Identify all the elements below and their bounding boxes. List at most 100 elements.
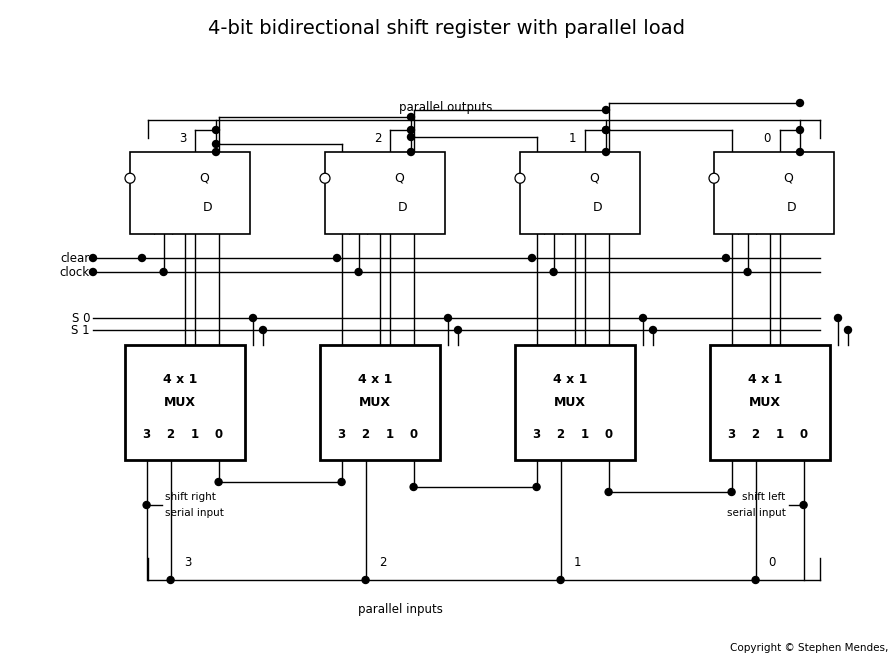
Circle shape <box>410 484 417 490</box>
Text: 2: 2 <box>557 428 565 442</box>
Circle shape <box>602 149 609 155</box>
Text: 2: 2 <box>167 428 175 442</box>
Circle shape <box>455 326 461 334</box>
Text: MUX: MUX <box>164 396 196 409</box>
Circle shape <box>408 149 415 155</box>
Text: 1: 1 <box>581 428 589 442</box>
Text: 2: 2 <box>752 428 760 442</box>
Text: 0: 0 <box>605 428 613 442</box>
Text: 2: 2 <box>361 428 369 442</box>
Circle shape <box>602 107 609 113</box>
Circle shape <box>334 255 341 261</box>
Text: 4 x 1: 4 x 1 <box>748 373 782 386</box>
Circle shape <box>515 174 525 183</box>
Text: 0: 0 <box>409 428 417 442</box>
Circle shape <box>160 269 167 275</box>
Circle shape <box>602 127 609 133</box>
Text: 0: 0 <box>799 428 807 442</box>
Circle shape <box>797 127 804 133</box>
Circle shape <box>528 255 535 261</box>
Text: serial input: serial input <box>727 508 786 518</box>
Circle shape <box>362 576 369 584</box>
Text: MUX: MUX <box>554 396 586 409</box>
Text: Copyright © Stephen Mendes, 2002: Copyright © Stephen Mendes, 2002 <box>730 643 892 653</box>
Circle shape <box>640 314 647 322</box>
Text: S 0: S 0 <box>71 312 90 324</box>
Circle shape <box>143 502 150 509</box>
Circle shape <box>320 174 330 183</box>
Circle shape <box>709 174 719 183</box>
Text: 1: 1 <box>568 131 575 145</box>
Text: 2: 2 <box>379 557 387 570</box>
Text: 4 x 1: 4 x 1 <box>358 373 392 386</box>
Bar <box>125 345 245 460</box>
Circle shape <box>408 113 415 121</box>
Text: Q: Q <box>783 172 793 185</box>
Circle shape <box>125 174 135 183</box>
Text: Q: Q <box>394 172 404 185</box>
Circle shape <box>355 269 362 275</box>
Text: 4 x 1: 4 x 1 <box>553 373 588 386</box>
Bar <box>520 152 640 234</box>
Bar <box>710 345 830 460</box>
Bar <box>130 152 250 234</box>
Circle shape <box>138 255 145 261</box>
Circle shape <box>728 488 735 496</box>
Circle shape <box>215 478 222 486</box>
Text: D: D <box>593 201 603 214</box>
Text: D: D <box>787 201 797 214</box>
Text: 1: 1 <box>191 428 199 442</box>
Text: 3: 3 <box>185 557 192 570</box>
Text: 1: 1 <box>775 428 784 442</box>
Bar <box>320 345 440 460</box>
Circle shape <box>444 314 451 322</box>
Text: 1: 1 <box>574 557 581 570</box>
Circle shape <box>797 149 804 155</box>
Text: 3: 3 <box>179 131 186 145</box>
Circle shape <box>550 269 558 275</box>
Text: 2: 2 <box>375 131 382 145</box>
Text: shift left: shift left <box>742 492 786 502</box>
Circle shape <box>797 100 804 107</box>
Circle shape <box>602 127 609 133</box>
Bar <box>515 345 635 460</box>
Text: 0: 0 <box>215 428 223 442</box>
Text: MUX: MUX <box>749 396 781 409</box>
Circle shape <box>408 133 415 141</box>
Circle shape <box>744 269 751 275</box>
Text: parallel outputs: parallel outputs <box>400 101 492 115</box>
Text: serial input: serial input <box>165 508 224 518</box>
Text: 1: 1 <box>385 428 393 442</box>
Circle shape <box>212 127 219 133</box>
Bar <box>714 152 834 234</box>
Text: MUX: MUX <box>359 396 392 409</box>
Circle shape <box>752 576 759 584</box>
Circle shape <box>558 576 564 584</box>
Text: shift right: shift right <box>165 492 216 502</box>
Circle shape <box>533 484 540 490</box>
Text: 4-bit bidirectional shift register with parallel load: 4-bit bidirectional shift register with … <box>208 19 684 38</box>
Circle shape <box>212 149 219 155</box>
Text: Q: Q <box>590 172 599 185</box>
Bar <box>325 152 445 234</box>
Text: clear: clear <box>61 251 90 265</box>
Text: D: D <box>203 201 213 214</box>
Text: 3: 3 <box>143 428 151 442</box>
Text: D: D <box>398 201 408 214</box>
Circle shape <box>89 255 96 261</box>
Circle shape <box>605 488 612 496</box>
Circle shape <box>845 326 852 334</box>
Circle shape <box>800 502 807 509</box>
Text: 3: 3 <box>337 428 346 442</box>
Text: 3: 3 <box>533 428 541 442</box>
Text: 4 x 1: 4 x 1 <box>163 373 197 386</box>
Circle shape <box>212 141 219 147</box>
Circle shape <box>338 478 345 486</box>
Text: parallel inputs: parallel inputs <box>358 604 442 616</box>
Circle shape <box>89 269 96 275</box>
Circle shape <box>408 127 415 133</box>
Text: 0: 0 <box>768 557 776 570</box>
Circle shape <box>835 314 841 322</box>
Circle shape <box>260 326 267 334</box>
Circle shape <box>250 314 257 322</box>
